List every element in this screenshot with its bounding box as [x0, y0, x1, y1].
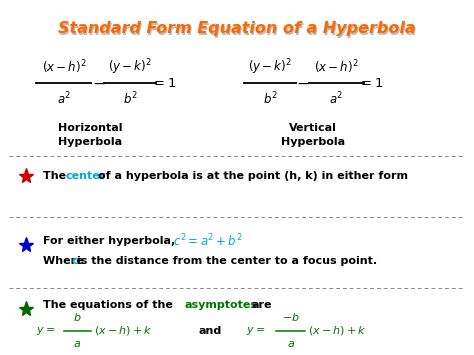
Text: $b^2$: $b^2$ [263, 91, 278, 108]
Text: $= 1$: $= 1$ [151, 77, 176, 90]
Text: $(x-h)^2$: $(x-h)^2$ [42, 59, 86, 76]
Text: of a hyperbola is at the point (h, k) in either form: of a hyperbola is at the point (h, k) in… [98, 171, 408, 181]
Text: $-$: $-$ [296, 76, 310, 91]
Text: The equations of the: The equations of the [43, 300, 176, 310]
Text: The: The [43, 171, 70, 181]
Text: c: c [72, 256, 78, 266]
Text: $-b$: $-b$ [282, 311, 300, 323]
Text: $= 1$: $= 1$ [358, 77, 383, 90]
Text: $(y-k)^2$: $(y-k)^2$ [109, 58, 152, 77]
Text: Standard Form Equation of a Hyperbola: Standard Form Equation of a Hyperbola [58, 21, 416, 36]
Text: $b$: $b$ [73, 311, 82, 323]
Text: $-$: $-$ [91, 76, 106, 91]
Text: For either hyperbola,: For either hyperbola, [43, 236, 175, 246]
Text: are: are [251, 300, 272, 310]
Text: Hyperbola: Hyperbola [281, 137, 345, 147]
Text: $c^2 = a^2 + b^2$: $c^2 = a^2 + b^2$ [173, 233, 243, 250]
Text: Vertical: Vertical [289, 123, 337, 133]
Text: Hyperbola: Hyperbola [58, 137, 122, 147]
Text: $(x - h) + k$: $(x - h) + k$ [94, 324, 152, 337]
Text: $y =$: $y =$ [246, 325, 265, 337]
Text: $a^2$: $a^2$ [57, 91, 71, 108]
Text: center: center [65, 171, 106, 181]
Text: Standard Form Equation of a Hyperbola: Standard Form Equation of a Hyperbola [59, 23, 417, 38]
Text: $b^2$: $b^2$ [123, 91, 138, 108]
Text: asymptotes: asymptotes [185, 300, 258, 310]
Text: $(y-k)^2$: $(y-k)^2$ [248, 58, 292, 77]
Text: and: and [198, 326, 221, 336]
Text: $a$: $a$ [286, 339, 295, 349]
Text: is the distance from the center to a focus point.: is the distance from the center to a foc… [77, 256, 377, 266]
Text: $(x - h) + k$: $(x - h) + k$ [308, 324, 366, 337]
Text: $(x-h)^2$: $(x-h)^2$ [314, 59, 359, 76]
Text: $a$: $a$ [73, 339, 82, 349]
Text: $y =$: $y =$ [36, 325, 55, 337]
Text: Horizontal: Horizontal [58, 123, 122, 133]
Text: $a^2$: $a^2$ [329, 91, 344, 108]
Text: Where: Where [43, 256, 87, 266]
